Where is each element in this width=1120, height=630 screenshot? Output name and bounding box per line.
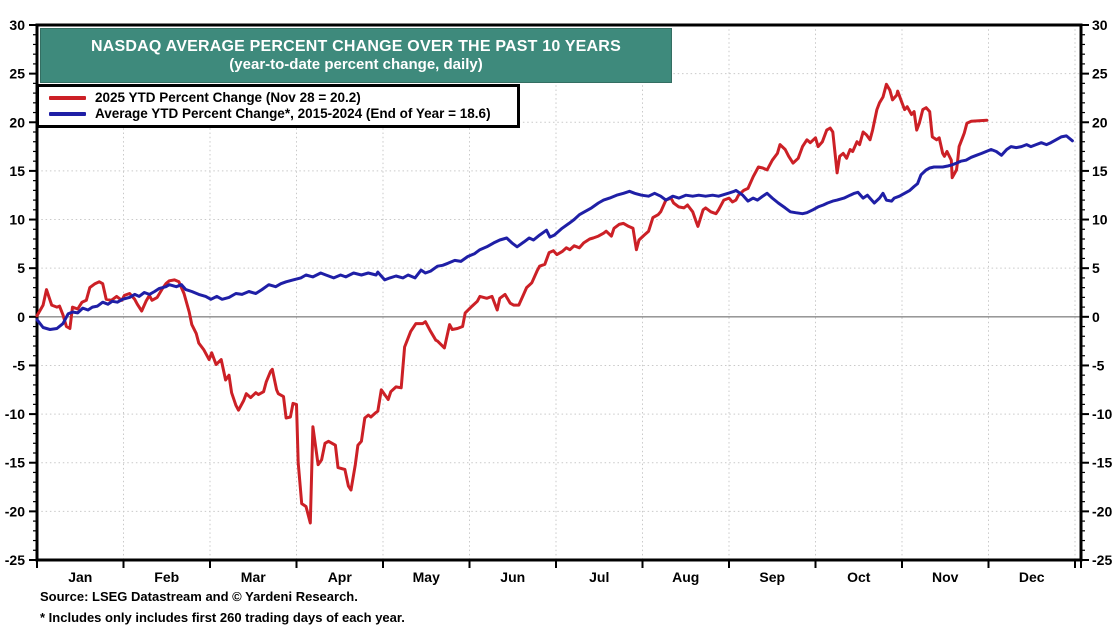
x-tick-label-sep: Sep — [759, 569, 785, 585]
legend-swatch-blue-line — [49, 111, 86, 116]
y-tick-label-left: 25 — [9, 66, 25, 82]
y-tick-label-left: 5 — [17, 260, 25, 276]
footnote-text: * Includes only includes first 260 tradi… — [40, 610, 405, 625]
y-tick-label-right: -10 — [1092, 406, 1112, 422]
y-tick-label-left: -5 — [13, 357, 26, 373]
x-tick-label-oct: Oct — [847, 569, 871, 585]
y-tick-label-right: -15 — [1092, 455, 1112, 471]
chart-subtitle: (year-to-date percent change, daily) — [229, 56, 483, 73]
y-tick-label-left: 20 — [9, 114, 25, 130]
legend-item-average: Average YTD Percent Change*, 2015-2024 (… — [43, 106, 509, 121]
y-tick-label-right: 30 — [1092, 17, 1108, 33]
y-tick-label-right: 25 — [1092, 66, 1108, 82]
y-tick-label-right: -5 — [1092, 357, 1105, 373]
x-tick-label-jul: Jul — [589, 569, 609, 585]
y-tick-label-right: -20 — [1092, 503, 1112, 519]
x-tick-label-jan: Jan — [68, 569, 92, 585]
series-line-2025-ytd — [35, 82, 989, 525]
chart-title-box: NASDAQ AVERAGE PERCENT CHANGE OVER THE P… — [40, 28, 672, 83]
x-tick-label-jun: Jun — [500, 569, 525, 585]
y-tick-label-right: 10 — [1092, 212, 1108, 228]
y-tick-label-left: -25 — [5, 552, 25, 568]
x-tick-label-mar: Mar — [241, 569, 266, 585]
x-tick-label-dec: Dec — [1019, 569, 1045, 585]
y-tick-label-right: 0 — [1092, 309, 1100, 325]
y-tick-label-left: 10 — [9, 212, 25, 228]
y-tick-label-left: -15 — [5, 455, 25, 471]
y-tick-label-left: -20 — [5, 503, 25, 519]
legend-swatch-red-line — [49, 95, 86, 100]
legend-label-2025: 2025 YTD Percent Change (Nov 28 = 20.2) — [95, 90, 361, 105]
y-tick-label-left: 15 — [9, 163, 25, 179]
y-tick-label-right: 20 — [1092, 114, 1108, 130]
x-tick-label-feb: Feb — [154, 569, 179, 585]
x-tick-label-nov: Nov — [932, 569, 959, 585]
chart-title: NASDAQ AVERAGE PERCENT CHANGE OVER THE P… — [91, 38, 621, 55]
x-tick-label-may: May — [413, 569, 440, 585]
legend: 2025 YTD Percent Change (Nov 28 = 20.2) … — [36, 84, 520, 128]
legend-item-2025: 2025 YTD Percent Change (Nov 28 = 20.2) — [43, 90, 509, 105]
y-tick-label-right: 5 — [1092, 260, 1100, 276]
series-line-average-ytd — [35, 134, 1074, 331]
y-tick-label-left: 0 — [17, 309, 25, 325]
plot-frame — [35, 23, 1083, 562]
x-tick-label-aug: Aug — [672, 569, 699, 585]
y-tick-label-left: -10 — [5, 406, 25, 422]
y-tick-label-right: -25 — [1092, 552, 1112, 568]
x-tick-label-apr: Apr — [328, 569, 353, 585]
y-tick-label-left: 30 — [9, 17, 25, 33]
source-text: Source: LSEG Datastream and © Yardeni Re… — [40, 589, 358, 604]
legend-label-average: Average YTD Percent Change*, 2015-2024 (… — [95, 106, 491, 121]
y-tick-label-right: 15 — [1092, 163, 1108, 179]
